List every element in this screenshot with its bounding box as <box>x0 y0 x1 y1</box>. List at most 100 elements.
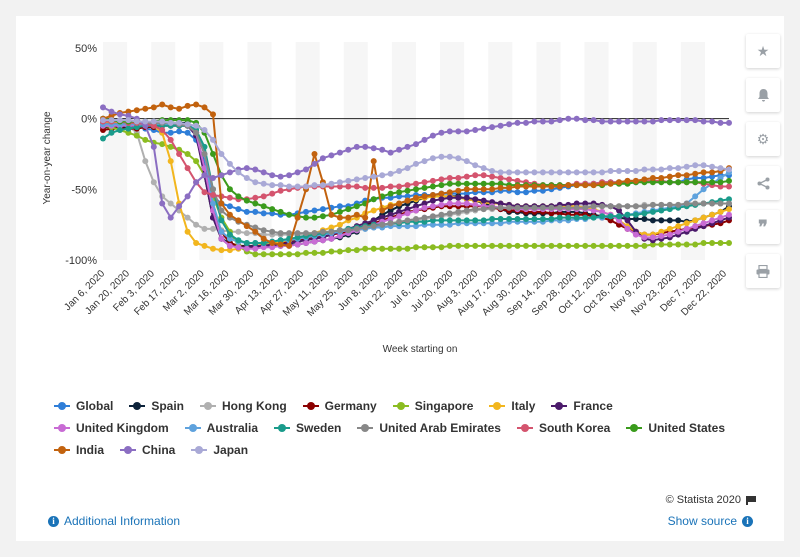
data-point[interactable] <box>404 210 411 217</box>
data-point[interactable] <box>616 207 622 214</box>
data-point[interactable] <box>184 151 191 157</box>
data-point[interactable] <box>446 128 453 135</box>
data-point[interactable] <box>370 173 377 180</box>
data-point[interactable] <box>210 200 216 207</box>
data-point[interactable] <box>717 165 724 172</box>
series-china[interactable] <box>100 104 732 221</box>
legend-item[interactable]: Spain <box>129 399 184 413</box>
data-point[interactable] <box>683 163 690 170</box>
data-point[interactable] <box>303 230 309 237</box>
data-point[interactable] <box>387 183 394 190</box>
data-point[interactable] <box>235 169 242 176</box>
data-point[interactable] <box>556 169 563 176</box>
data-point[interactable] <box>607 180 614 187</box>
data-point[interactable] <box>421 200 428 207</box>
data-point[interactable] <box>142 105 149 112</box>
data-point[interactable] <box>709 169 716 176</box>
data-point[interactable] <box>404 182 411 189</box>
data-point[interactable] <box>345 227 352 234</box>
data-point[interactable] <box>463 207 470 214</box>
data-point[interactable] <box>539 204 546 211</box>
data-point[interactable] <box>336 183 343 190</box>
data-point[interactable] <box>700 214 707 221</box>
data-point[interactable] <box>235 206 242 213</box>
data-point[interactable] <box>531 216 538 222</box>
data-point[interactable] <box>303 166 309 173</box>
data-point[interactable] <box>607 213 614 220</box>
data-point[interactable] <box>565 242 572 249</box>
data-point[interactable] <box>150 179 157 186</box>
data-point[interactable] <box>387 190 394 197</box>
data-point[interactable] <box>683 200 690 207</box>
data-point[interactable] <box>413 223 419 230</box>
data-point[interactable] <box>480 242 487 249</box>
data-point[interactable] <box>235 193 242 200</box>
data-point[interactable] <box>726 183 732 190</box>
legend-item[interactable]: Australia <box>184 421 258 435</box>
data-point[interactable] <box>336 179 343 186</box>
data-point[interactable] <box>159 118 166 125</box>
data-point[interactable] <box>210 192 216 198</box>
data-point[interactable] <box>497 184 504 191</box>
data-point[interactable] <box>235 237 242 244</box>
data-point[interactable] <box>243 245 250 252</box>
data-point[interactable] <box>328 211 335 218</box>
data-point[interactable] <box>201 127 208 133</box>
data-point[interactable] <box>599 169 606 176</box>
data-point[interactable] <box>362 224 369 231</box>
data-point[interactable] <box>658 241 665 248</box>
data-point[interactable] <box>523 204 529 211</box>
data-point[interactable] <box>328 180 335 187</box>
data-point[interactable] <box>683 241 690 248</box>
data-point[interactable] <box>692 223 699 230</box>
data-point[interactable] <box>438 196 445 203</box>
data-point[interactable] <box>531 118 538 125</box>
data-point[interactable] <box>446 189 453 196</box>
data-point[interactable] <box>472 186 479 193</box>
data-point[interactable] <box>455 187 462 194</box>
data-point[interactable] <box>692 193 699 200</box>
data-point[interactable] <box>717 119 724 126</box>
data-point[interactable] <box>438 217 445 224</box>
data-point[interactable] <box>201 104 208 111</box>
legend-item[interactable]: South Korea <box>516 421 610 435</box>
data-point[interactable] <box>142 136 149 143</box>
data-point[interactable] <box>632 211 639 218</box>
data-point[interactable] <box>438 211 445 218</box>
data-point[interactable] <box>277 237 284 244</box>
data-point[interactable] <box>616 242 622 249</box>
data-point[interactable] <box>387 245 394 252</box>
data-point[interactable] <box>666 173 673 180</box>
data-point[interactable] <box>252 240 259 246</box>
data-point[interactable] <box>641 210 648 217</box>
data-point[interactable] <box>413 244 419 251</box>
data-point[interactable] <box>683 179 690 186</box>
data-point[interactable] <box>692 241 699 248</box>
data-point[interactable] <box>311 230 318 237</box>
legend-item[interactable]: Singapore <box>392 399 473 413</box>
data-point[interactable] <box>413 207 419 214</box>
data-point[interactable] <box>193 101 200 108</box>
legend-item[interactable]: Italy <box>489 399 535 413</box>
star-icon[interactable]: ★ <box>746 34 780 68</box>
data-point[interactable] <box>311 182 318 189</box>
data-point[interactable] <box>641 203 648 210</box>
data-point[interactable] <box>675 165 682 172</box>
data-point[interactable] <box>683 225 690 232</box>
data-point[interactable] <box>100 117 106 124</box>
data-point[interactable] <box>463 194 470 201</box>
data-point[interactable] <box>480 172 487 179</box>
data-point[interactable] <box>683 117 690 124</box>
data-point[interactable] <box>150 118 157 125</box>
data-point[interactable] <box>700 175 707 181</box>
data-point[interactable] <box>421 158 428 165</box>
data-point[interactable] <box>294 230 301 237</box>
data-point[interactable] <box>328 248 335 255</box>
data-point[interactable] <box>599 242 606 249</box>
data-point[interactable] <box>379 207 386 214</box>
data-point[interactable] <box>463 200 470 207</box>
data-point[interactable] <box>243 230 250 237</box>
data-point[interactable] <box>548 216 555 222</box>
data-point[interactable] <box>294 214 301 221</box>
data-point[interactable] <box>675 217 682 224</box>
